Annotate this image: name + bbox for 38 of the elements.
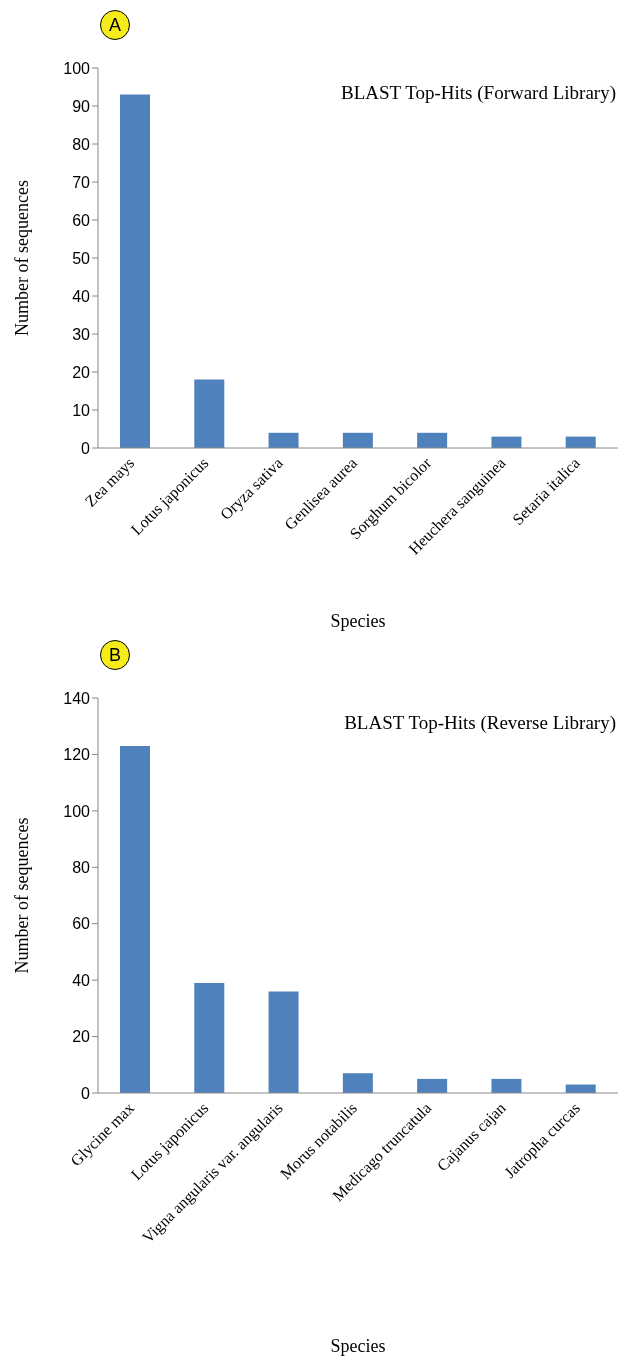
y-tick-label: 40 — [72, 287, 91, 305]
text: BLAST Top-Hits (Forward Library) — [340, 82, 616, 104]
y-tick-label: 100 — [63, 802, 91, 820]
y-tick-label: 30 — [72, 325, 91, 343]
y-tick-label: 100 — [63, 59, 91, 77]
bar — [268, 991, 299, 1093]
y-tick-label: 60 — [72, 211, 91, 229]
y-tick-label: 20 — [72, 363, 91, 381]
y-axis-title: Number of sequences — [12, 817, 33, 974]
text: B — [100, 640, 130, 670]
x-axis-title: Species — [329, 611, 387, 632]
bar — [268, 432, 299, 448]
bar — [417, 432, 448, 448]
y-tick-label: 20 — [72, 1028, 91, 1046]
y-tick-label: 70 — [72, 173, 91, 191]
bar — [491, 1078, 522, 1093]
y-tick-label: 90 — [72, 97, 91, 115]
y-tick-label: 40 — [72, 971, 91, 989]
bar — [194, 379, 225, 448]
text: A — [100, 10, 130, 40]
bar — [417, 1078, 448, 1093]
bar — [342, 1073, 373, 1093]
y-tick-label: 0 — [81, 439, 91, 457]
text: BLAST Top-Hits (Reverse Library) — [344, 712, 616, 734]
y-tick-label: 80 — [72, 858, 91, 876]
y-tick-label: 50 — [72, 249, 91, 267]
x-axis-title: Species — [329, 1336, 387, 1357]
y-tick-label: 60 — [72, 915, 91, 933]
y-axis-title: Number of sequences — [12, 180, 33, 336]
y-tick-label: 80 — [72, 135, 91, 153]
bar — [120, 94, 150, 448]
y-tick-label: 120 — [63, 746, 91, 764]
y-tick-label: 10 — [72, 401, 91, 419]
bar — [342, 432, 373, 448]
bar — [120, 745, 150, 1093]
y-tick-label: 0 — [81, 1084, 91, 1102]
bar — [194, 982, 225, 1093]
y-tick-label: 140 — [63, 689, 91, 707]
